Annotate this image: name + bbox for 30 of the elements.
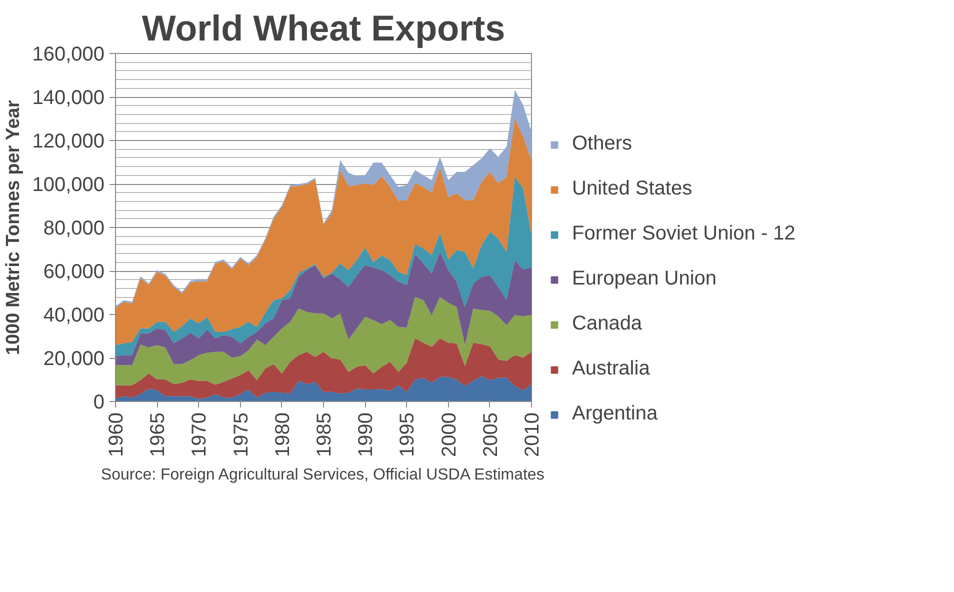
y-tick-label: 100,000 xyxy=(32,174,104,196)
legend-label: Argentina xyxy=(572,402,658,426)
x-tick-label: 2010 xyxy=(522,412,544,457)
x-tick-label: 1990 xyxy=(355,412,378,457)
legend-label: Canada xyxy=(572,312,642,336)
legend-label: Former Soviet Union - 12 xyxy=(572,222,796,246)
y-axis-title: 1000 Metric Tonnes per Year xyxy=(3,100,24,356)
x-tick-label: 1980 xyxy=(272,412,294,457)
x-tick-label: 1965 xyxy=(147,412,170,457)
x-tick-label: 1975 xyxy=(230,412,252,457)
x-tick-label: 1970 xyxy=(188,412,211,457)
y-tick-label: 20,000 xyxy=(43,348,104,370)
y-tick-label: 140,000 xyxy=(32,87,104,109)
x-tick-label: 1985 xyxy=(314,412,336,457)
chart-title: World Wheat Exports xyxy=(142,8,506,48)
legend-label: European Union xyxy=(572,268,717,290)
legend-label: Others xyxy=(572,132,632,156)
y-tick-label: 120,000 xyxy=(32,130,104,152)
legend-label: United States xyxy=(572,178,692,200)
x-tick-label: 2005 xyxy=(480,412,502,457)
x-tick-label: 1960 xyxy=(106,412,128,457)
x-tick-label: 2000 xyxy=(438,412,460,457)
x-tick-label: 1995 xyxy=(396,412,419,457)
y-tick-label: 160,000 xyxy=(32,44,104,66)
y-tick-label: 60,000 xyxy=(43,261,104,283)
y-tick-label: 0 xyxy=(93,392,104,414)
y-tick-label: 80,000 xyxy=(43,218,104,240)
source-note: Source: Foreign Agricultural Services, Official USDA Estimates xyxy=(100,466,544,484)
legend-label: Australia xyxy=(572,358,650,380)
y-tick-label: 40,000 xyxy=(43,304,104,326)
